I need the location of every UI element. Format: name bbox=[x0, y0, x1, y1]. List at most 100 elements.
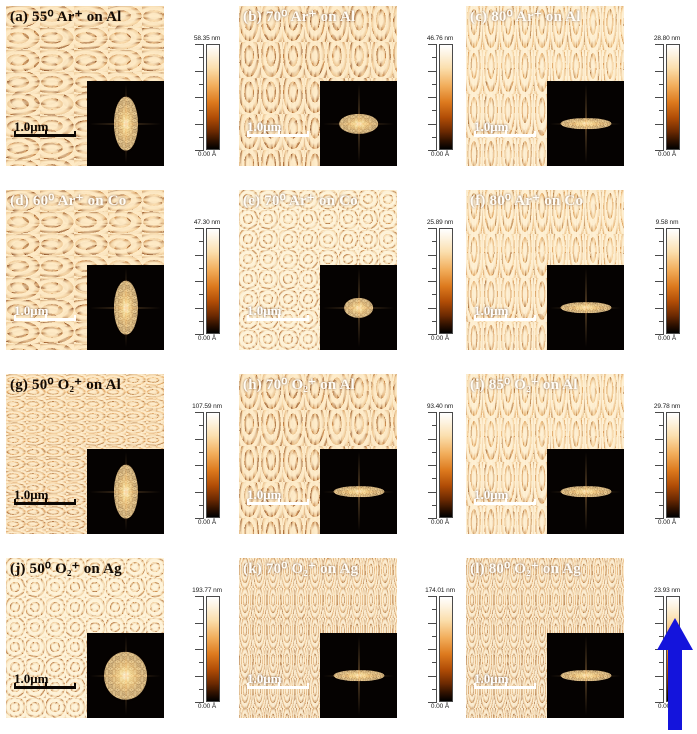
afm-panel-d: (d) 60⁰ Ar⁺ on Co 1.0μm 47.30 nm 0.00 Å bbox=[6, 190, 226, 350]
colorbar-tick bbox=[655, 150, 664, 151]
colorbar-min-label: 0.00 Å bbox=[197, 335, 217, 342]
colorbar-tick bbox=[199, 57, 204, 59]
colorbar-tick bbox=[659, 478, 664, 480]
colorbar-tick bbox=[195, 97, 204, 98]
colorbar-tick bbox=[655, 70, 664, 72]
fft-horizontal-axis-streak bbox=[323, 123, 394, 124]
colorbar-tick bbox=[195, 334, 204, 335]
afm-panel-a: (a) 55⁰ Ar⁺ on Al 1.0μm 58.35 nm 0.00 Å bbox=[6, 6, 226, 166]
colorbar-tick bbox=[428, 70, 437, 72]
fft-inset-c bbox=[547, 81, 624, 166]
colorbar-gradient bbox=[439, 228, 453, 334]
colorbar-d: 47.30 nm 0.00 Å bbox=[186, 219, 228, 343]
colorbar-tick bbox=[432, 688, 437, 690]
colorbar-tick bbox=[195, 228, 204, 229]
colorbar-tick bbox=[432, 110, 437, 112]
afm-panel-c: (c) 80⁰ Ar⁺ on Al 1.0μm 28.80 nm 0.00 Å bbox=[466, 6, 686, 166]
colorbar-tick bbox=[195, 491, 204, 493]
colorbar-tick bbox=[655, 465, 664, 466]
colorbar-tick bbox=[428, 228, 437, 229]
fft-inset-f bbox=[547, 265, 624, 350]
colorbar-tick bbox=[195, 412, 204, 413]
colorbar-axis bbox=[654, 228, 664, 335]
colorbar-tick bbox=[659, 425, 664, 427]
colorbar-tick bbox=[195, 281, 204, 282]
ion-beam-direction-arrow bbox=[657, 618, 693, 730]
colorbar-tick bbox=[195, 150, 204, 151]
colorbar-axis bbox=[654, 44, 664, 151]
colorbar-tick bbox=[428, 438, 437, 440]
colorbar-gradient-body bbox=[427, 228, 453, 335]
colorbar-gradient bbox=[206, 596, 220, 702]
afm-height-texture bbox=[466, 558, 624, 718]
afm-panel-k: (k) 70⁰ O₂⁺ on Ag 1.0μm 174.01 nm 0.00 Å bbox=[239, 558, 459, 718]
colorbar-tick bbox=[659, 635, 664, 637]
colorbar-tick bbox=[659, 688, 664, 690]
colorbar-tick bbox=[659, 662, 664, 664]
fft-horizontal-axis-streak bbox=[323, 307, 394, 308]
colorbar-tick bbox=[428, 702, 437, 703]
colorbar-gradient bbox=[666, 228, 680, 334]
colorbar-k: 174.01 nm 0.00 Å bbox=[419, 587, 461, 711]
colorbar-max-label: 174.01 nm bbox=[425, 587, 455, 594]
colorbar-tick bbox=[199, 110, 204, 112]
colorbar-tick bbox=[432, 294, 437, 296]
fft-vertical-axis-streak bbox=[125, 84, 126, 163]
colorbar-axis bbox=[654, 412, 664, 519]
fft-vertical-axis-streak bbox=[125, 452, 126, 531]
colorbar-tick bbox=[655, 438, 664, 440]
colorbar-tick bbox=[432, 320, 437, 322]
fft-horizontal-axis-streak bbox=[550, 491, 621, 492]
colorbar-tick bbox=[659, 451, 664, 453]
colorbar-axis bbox=[427, 228, 437, 335]
colorbar-gradient bbox=[439, 44, 453, 150]
fft-vertical-axis-streak bbox=[585, 452, 586, 531]
fft-horizontal-axis-streak bbox=[90, 675, 161, 676]
colorbar-axis bbox=[427, 44, 437, 151]
colorbar-tick bbox=[199, 688, 204, 690]
colorbar-tick bbox=[659, 110, 664, 112]
colorbar-tick bbox=[199, 294, 204, 296]
colorbar-h: 93.40 nm 0.00 Å bbox=[419, 403, 461, 527]
colorbar-max-label: 46.76 nm bbox=[426, 35, 454, 42]
colorbar-max-label: 58.35 nm bbox=[193, 35, 221, 42]
colorbar-b: 46.76 nm 0.00 Å bbox=[419, 35, 461, 159]
colorbar-tick bbox=[432, 451, 437, 453]
colorbar-tick bbox=[655, 254, 664, 256]
colorbar-tick bbox=[655, 123, 664, 125]
colorbar-max-label: 28.80 nm bbox=[653, 35, 681, 42]
colorbar-axis bbox=[427, 596, 437, 703]
fft-inset-a bbox=[87, 81, 164, 166]
fft-inset-b bbox=[320, 81, 397, 166]
colorbar-gradient-body bbox=[194, 44, 220, 151]
colorbar-tick bbox=[659, 83, 664, 85]
colorbar-tick bbox=[655, 281, 664, 282]
colorbar-gradient-body bbox=[427, 412, 453, 519]
colorbar-gradient bbox=[666, 44, 680, 150]
colorbar-max-label: 29.78 nm bbox=[653, 403, 681, 410]
colorbar-tick bbox=[195, 596, 204, 597]
colorbar-min-label: 0.00 Å bbox=[430, 151, 450, 158]
colorbar-tick bbox=[199, 320, 204, 322]
colorbar-tick bbox=[655, 412, 664, 413]
colorbar-tick bbox=[655, 334, 664, 335]
colorbar-axis bbox=[194, 44, 204, 151]
fft-horizontal-axis-streak bbox=[550, 675, 621, 676]
colorbar-min-label: 0.00 Å bbox=[657, 335, 677, 342]
colorbar-tick bbox=[195, 70, 204, 72]
colorbar-max-label: 9.58 nm bbox=[655, 219, 679, 226]
fft-horizontal-axis-streak bbox=[550, 307, 621, 308]
colorbar-tick bbox=[659, 504, 664, 506]
colorbar-tick bbox=[432, 136, 437, 138]
fft-vertical-axis-streak bbox=[358, 636, 359, 715]
colorbar-tick bbox=[428, 281, 437, 282]
fft-inset-l bbox=[547, 633, 624, 718]
colorbar-tick bbox=[432, 267, 437, 269]
afm-panel-b: (b) 70⁰ Ar⁺ on Al 1.0μm 46.76 nm 0.00 Å bbox=[239, 6, 459, 166]
colorbar-tick bbox=[432, 609, 437, 611]
colorbar-tick bbox=[428, 97, 437, 98]
colorbar-tick bbox=[195, 307, 204, 309]
fft-vertical-axis-streak bbox=[125, 636, 126, 715]
colorbar-tick bbox=[199, 83, 204, 85]
